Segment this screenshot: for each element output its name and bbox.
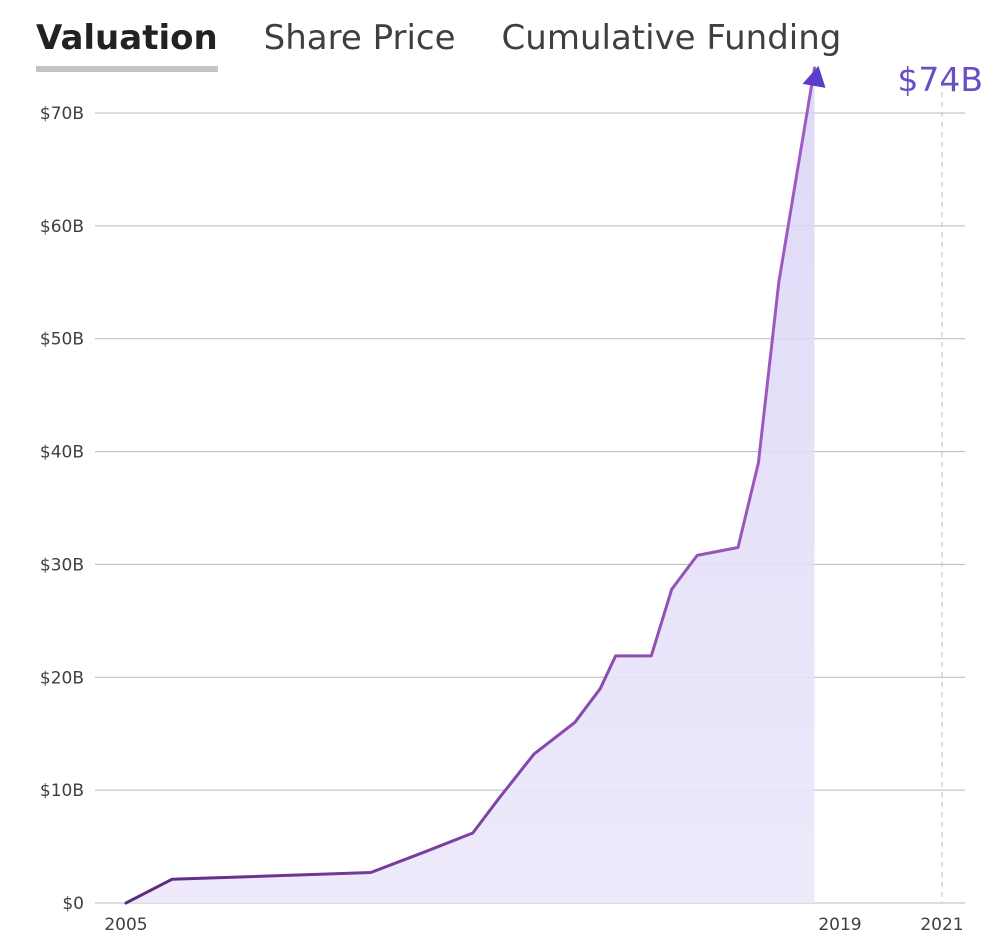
peak-value-label: $74B	[897, 60, 983, 99]
valuation-area	[126, 67, 815, 904]
valuation-point	[532, 752, 536, 756]
y-tick-label: $30B	[40, 555, 84, 575]
y-tick-label: $70B	[40, 104, 84, 124]
valuation-point	[736, 546, 740, 550]
valuation-point	[425, 849, 429, 853]
valuation-point	[695, 553, 699, 557]
valuation-point	[496, 797, 500, 801]
y-tick-label: $60B	[40, 217, 84, 237]
valuation-point	[598, 687, 602, 691]
valuation-point	[649, 654, 653, 658]
valuation-point	[670, 587, 674, 591]
valuation-point	[614, 654, 618, 658]
tab-cumulative-funding[interactable]: Cumulative Funding	[501, 18, 842, 58]
valuation-point	[756, 461, 760, 465]
y-tick-label: $20B	[40, 668, 84, 688]
y-tick-label: $40B	[40, 443, 84, 463]
x-tick-label: 2005	[104, 915, 147, 935]
x-tick-label: 2021	[920, 915, 963, 935]
valuation-point	[170, 877, 174, 881]
peak-arrowhead	[802, 65, 826, 88]
y-tick-label: $50B	[40, 330, 84, 350]
valuation-line	[124, 66, 816, 905]
valuation-point	[777, 280, 781, 284]
tab-valuation[interactable]: Valuation	[36, 18, 218, 72]
valuation-point	[124, 901, 128, 905]
valuation-point	[369, 871, 373, 875]
tab-share-price[interactable]: Share Price	[263, 18, 456, 58]
valuation-point	[573, 720, 577, 724]
valuation-point	[471, 831, 475, 835]
y-tick-label: $0	[62, 894, 84, 914]
y-tick-label: $10B	[40, 781, 84, 801]
chart-tabs: Valuation Share Price Cumulative Funding	[36, 18, 887, 72]
x-tick-label: 2019	[818, 915, 861, 935]
